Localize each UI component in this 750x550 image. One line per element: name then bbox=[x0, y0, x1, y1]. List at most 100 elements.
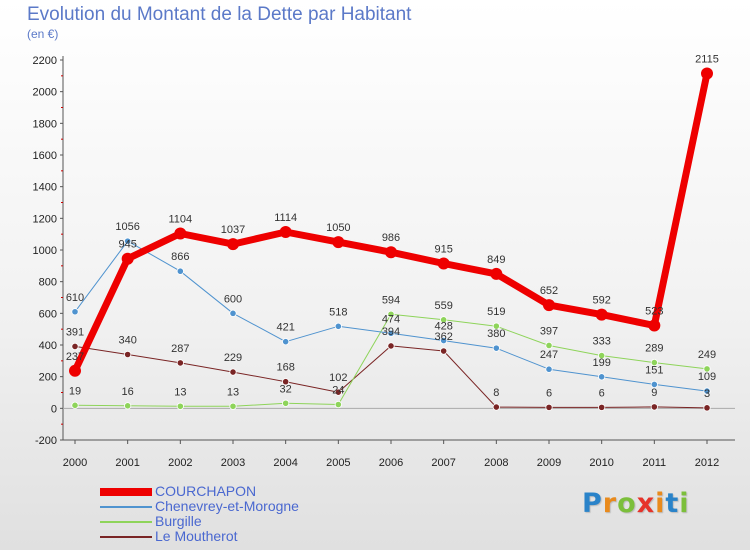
data-point bbox=[703, 387, 711, 395]
data-label: 362 bbox=[434, 331, 452, 343]
data-label: 652 bbox=[540, 285, 558, 297]
data-label: 6 bbox=[599, 387, 605, 399]
legend: COURCHAPON Chenevrey-et-Morogne Burgille Le… bbox=[100, 484, 299, 544]
series-lines bbox=[69, 67, 713, 412]
data-point bbox=[282, 378, 290, 386]
data-point bbox=[701, 67, 713, 80]
data-label: 1056 bbox=[115, 221, 139, 233]
data-label: 474 bbox=[382, 313, 400, 325]
data-label: 519 bbox=[487, 306, 505, 318]
data-label: 394 bbox=[382, 326, 400, 338]
chart-title: Evolution du Montant de la Dette par Hab… bbox=[27, 4, 412, 25]
data-point bbox=[545, 341, 553, 350]
data-label: 1037 bbox=[221, 224, 245, 236]
data-label: 289 bbox=[645, 343, 663, 355]
data-label: 32 bbox=[280, 383, 292, 395]
data-point bbox=[71, 342, 79, 351]
series-line bbox=[74, 345, 708, 409]
data-point bbox=[492, 322, 500, 330]
logo-letter: x bbox=[636, 488, 656, 519]
data-label: 559 bbox=[434, 300, 452, 312]
x-tick-label: 2012 bbox=[695, 457, 719, 469]
y-tick-label: 1400 bbox=[33, 182, 57, 194]
data-point bbox=[545, 403, 553, 411]
data-point bbox=[385, 246, 397, 259]
data-point bbox=[124, 350, 132, 359]
y-tick-label: -200 bbox=[35, 435, 57, 447]
x-tick-label: 2010 bbox=[589, 457, 613, 469]
data-label: 247 bbox=[540, 349, 558, 361]
legend-item: Le Moutherot bbox=[100, 529, 299, 544]
data-point bbox=[227, 238, 239, 251]
data-label: 249 bbox=[698, 349, 716, 361]
data-label: 102 bbox=[329, 372, 347, 384]
data-point bbox=[648, 319, 661, 332]
data-label: 849 bbox=[487, 254, 505, 266]
data-point bbox=[282, 399, 290, 407]
data-label: 518 bbox=[329, 306, 347, 318]
data-point bbox=[229, 368, 237, 376]
legend-item: Burgille bbox=[100, 514, 299, 529]
data-label: 6 bbox=[546, 387, 552, 399]
logo-letter: o bbox=[617, 488, 637, 519]
data-point bbox=[650, 358, 658, 367]
legend-swatch bbox=[100, 487, 152, 496]
x-tick-label: 2002 bbox=[168, 457, 192, 469]
data-label: 391 bbox=[66, 326, 84, 338]
x-tick-label: 2003 bbox=[221, 457, 245, 469]
data-label: 168 bbox=[276, 362, 294, 374]
y-tick-label: 1600 bbox=[33, 150, 57, 162]
legend-swatch bbox=[100, 520, 152, 523]
legend-label: COURCHAPON bbox=[155, 483, 257, 499]
legend-swatch bbox=[100, 535, 152, 538]
data-point bbox=[492, 403, 500, 411]
data-label: 19 bbox=[69, 385, 81, 397]
data-point bbox=[176, 402, 184, 410]
data-label: 24 bbox=[332, 385, 344, 397]
legend-label: Burgille bbox=[155, 513, 202, 529]
logo-letter: t bbox=[665, 488, 680, 519]
axes: -200 0 200 400 600 800 1000 1200 1400 1600 1800 200… bbox=[33, 55, 735, 469]
data-point bbox=[703, 365, 711, 373]
chart-subtitle: (en €) bbox=[27, 27, 59, 41]
data-label: 8 bbox=[493, 387, 499, 399]
y-tick-label: 600 bbox=[39, 308, 57, 320]
y-tick-label: 800 bbox=[39, 277, 57, 289]
x-tick-label: 2000 bbox=[63, 457, 87, 469]
legend-item: Chenevrey-et-Morogne bbox=[100, 499, 299, 514]
data-point bbox=[71, 401, 79, 409]
data-point bbox=[279, 225, 292, 238]
data-label: 109 bbox=[698, 371, 716, 383]
data-label: 915 bbox=[434, 243, 452, 255]
y-tick-label: 2000 bbox=[33, 87, 57, 99]
data-label: 9 bbox=[651, 387, 657, 399]
data-label: 287 bbox=[171, 343, 189, 355]
data-label: 13 bbox=[227, 386, 239, 398]
y-tick-label: 2200 bbox=[33, 55, 57, 67]
data-label: 340 bbox=[118, 335, 136, 347]
data-point bbox=[121, 252, 134, 265]
data-label: 333 bbox=[592, 336, 610, 348]
y-tick-label: 0 bbox=[51, 403, 57, 415]
y-tick-label: 1200 bbox=[33, 213, 57, 225]
data-point bbox=[176, 359, 184, 367]
data-point bbox=[124, 402, 132, 410]
data-point bbox=[334, 400, 342, 409]
data-point bbox=[650, 380, 658, 389]
data-point bbox=[334, 388, 342, 396]
data-point bbox=[71, 308, 79, 316]
data-label: 986 bbox=[382, 232, 400, 244]
data-label: 13 bbox=[174, 386, 186, 398]
x-tick-label: 2006 bbox=[379, 457, 403, 469]
x-tick-label: 2001 bbox=[115, 457, 139, 469]
data-label: 866 bbox=[171, 251, 189, 263]
data-point bbox=[387, 310, 395, 318]
x-tick-label: 2007 bbox=[431, 457, 455, 469]
data-point bbox=[176, 267, 184, 275]
data-label: 16 bbox=[122, 386, 134, 398]
data-point bbox=[334, 322, 342, 330]
logo-letter: P bbox=[582, 488, 603, 519]
data-label: 229 bbox=[224, 352, 242, 364]
data-point bbox=[440, 316, 448, 324]
